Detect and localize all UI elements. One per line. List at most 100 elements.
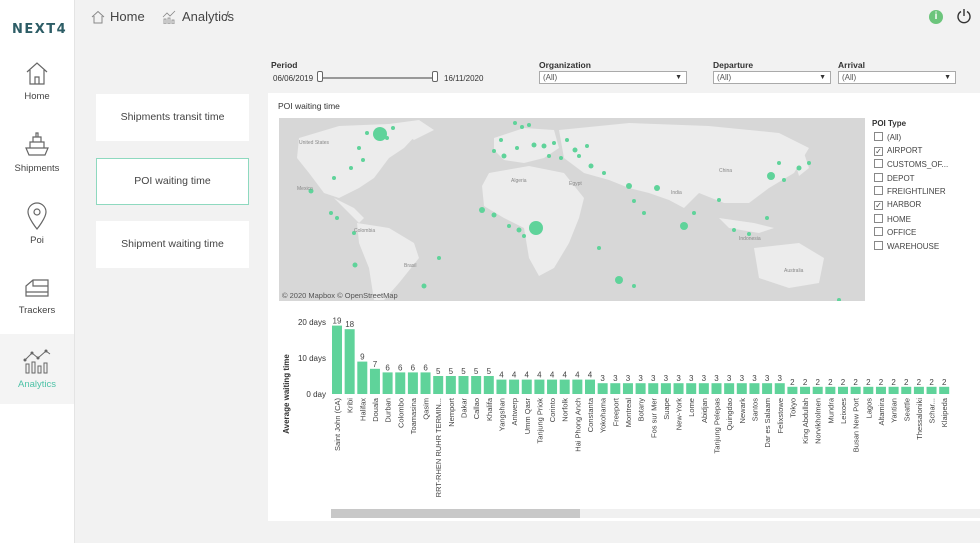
bar-value-label: 4 (499, 371, 504, 380)
bar[interactable] (572, 379, 583, 394)
bar[interactable] (597, 383, 608, 394)
breadcrumb-home[interactable]: Home (110, 9, 145, 24)
checkbox[interactable] (874, 240, 883, 250)
bar-value-label: 3 (740, 374, 745, 383)
bar[interactable] (357, 361, 368, 394)
legend-item[interactable]: FREIGHTLINER (874, 186, 946, 197)
bar[interactable] (660, 383, 671, 394)
bar[interactable] (382, 372, 393, 394)
card-shipments-transit-time[interactable]: Shipments transit time (96, 94, 249, 141)
bar[interactable] (800, 386, 811, 394)
checkbox[interactable] (874, 186, 883, 196)
card-shipment-waiting-time[interactable]: Shipment waiting time (96, 221, 249, 268)
home-icon[interactable] (91, 10, 105, 24)
period-slider-end-handle[interactable] (432, 71, 438, 82)
checkbox[interactable] (874, 227, 883, 237)
card-poi-waiting-time[interactable]: POI waiting time (96, 158, 249, 205)
sidebar-item-shipments[interactable]: Shipments (0, 130, 74, 200)
x-tick-label: Schar... (928, 398, 937, 423)
poi-map[interactable]: United States Mexico Colombia Brasil Alg… (279, 118, 865, 301)
bar[interactable] (547, 379, 558, 394)
bar[interactable] (850, 386, 861, 394)
bar[interactable] (483, 376, 494, 394)
bar[interactable] (433, 376, 444, 394)
checkbox-checked[interactable]: ✓ (874, 201, 883, 210)
checkbox[interactable] (874, 159, 883, 169)
bar[interactable] (774, 383, 785, 394)
bar[interactable] (787, 386, 798, 394)
bar[interactable] (610, 383, 621, 394)
chevron-down-icon: ▼ (819, 74, 826, 81)
bar[interactable] (762, 383, 773, 394)
legend-item[interactable]: ✓ AIRPORT (874, 146, 922, 157)
bar[interactable] (559, 379, 570, 394)
bar[interactable] (585, 379, 595, 394)
checkbox[interactable] (874, 213, 883, 223)
bar[interactable] (534, 379, 545, 394)
bar[interactable] (724, 383, 735, 394)
sidebar-item-analytics[interactable]: Analytics (0, 334, 74, 404)
bar[interactable] (332, 325, 342, 394)
bar[interactable] (420, 372, 431, 394)
app-logo[interactable]: NEXT4 (12, 22, 68, 37)
bar[interactable] (622, 383, 633, 394)
bar[interactable] (407, 372, 418, 394)
checkbox[interactable] (874, 172, 883, 182)
departure-select[interactable]: (All) ▼ (713, 71, 831, 84)
power-icon[interactable] (956, 8, 972, 24)
bar[interactable] (521, 379, 532, 394)
legend-item[interactable]: HOME (874, 213, 911, 225)
sidebar-item-home[interactable]: Home (0, 60, 74, 130)
legend-item[interactable]: DEPOT (874, 172, 915, 184)
arrival-select[interactable]: (All) ▼ (838, 71, 956, 84)
bar[interactable] (509, 379, 520, 394)
legend-item[interactable]: OFFICE (874, 227, 916, 238)
bar[interactable] (458, 376, 469, 394)
bar[interactable] (913, 386, 924, 394)
x-tick-label: Halifax (358, 398, 367, 421)
bar[interactable] (812, 386, 823, 394)
legend-item[interactable]: (All) (874, 132, 901, 143)
bar[interactable] (344, 329, 355, 394)
bar[interactable] (395, 372, 406, 394)
bar[interactable] (711, 383, 722, 394)
bar[interactable] (698, 383, 709, 394)
period-slider-start-handle[interactable] (317, 71, 323, 82)
bar[interactable] (445, 376, 456, 394)
legend-item[interactable]: CUSTOMS_OF... (874, 159, 948, 170)
bar[interactable] (471, 376, 482, 394)
bar[interactable] (673, 383, 684, 394)
legend-item-label: HOME (887, 214, 911, 224)
bar[interactable] (496, 379, 507, 394)
sidebar-item-trackers[interactable]: Trackers (0, 274, 74, 344)
legend-item[interactable]: WAREHOUSE (874, 240, 939, 252)
bar[interactable] (888, 386, 899, 394)
legend-item[interactable]: ✓ HARBOR (874, 200, 921, 211)
period-slider-track[interactable] (320, 77, 436, 79)
checkbox[interactable] (874, 132, 883, 141)
organization-select[interactable]: (All) ▼ (539, 71, 687, 84)
bar[interactable] (939, 386, 950, 394)
bar[interactable] (863, 386, 874, 394)
sidebar-item-poi[interactable]: Poi (0, 202, 74, 272)
info-icon[interactable]: i (929, 10, 943, 24)
bar-value-label: 3 (689, 374, 694, 383)
bar[interactable] (648, 383, 659, 394)
bar[interactable] (736, 383, 747, 394)
bar[interactable] (686, 383, 697, 394)
bar[interactable] (901, 386, 912, 394)
bar[interactable] (926, 386, 937, 394)
x-tick-label: Thessaloniki (915, 398, 924, 440)
x-tick-label: Dar es Salaam (763, 398, 772, 448)
bar[interactable] (825, 386, 836, 394)
bar[interactable] (875, 386, 886, 394)
bar[interactable] (838, 386, 848, 394)
bar-value-label: 4 (537, 371, 542, 380)
map-credit[interactable]: © 2020 Mapbox © OpenStreetMap (282, 291, 398, 300)
bar[interactable] (749, 383, 760, 394)
bar[interactable] (369, 368, 380, 394)
scrollbar-thumb[interactable] (331, 509, 580, 518)
checkbox-checked[interactable]: ✓ (874, 146, 883, 156)
chart-horizontal-scrollbar[interactable] (331, 509, 980, 518)
bar[interactable] (635, 383, 646, 394)
